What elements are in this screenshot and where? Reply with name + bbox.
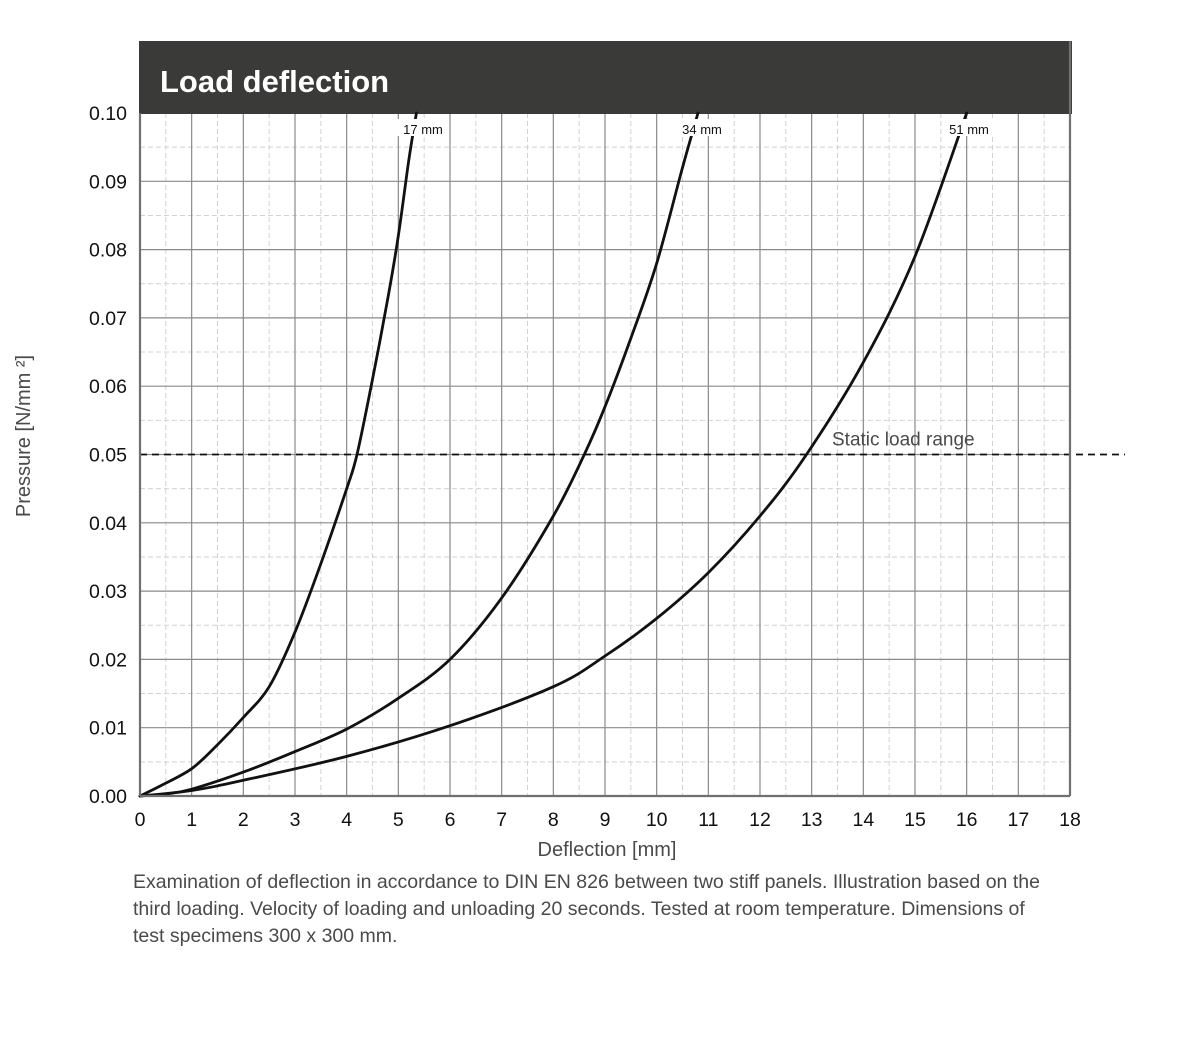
x-tick-label: 16	[956, 809, 978, 831]
x-tick-label: 7	[496, 809, 507, 831]
y-tick-label: 0.06	[89, 376, 127, 398]
y-tick-label: 0.03	[89, 581, 127, 603]
static-load-range-label: Static load range	[832, 430, 975, 451]
x-tick-label: 18	[1059, 809, 1081, 831]
series-label-bg	[943, 119, 995, 136]
series-label: 51 mm	[949, 122, 989, 137]
curve-34-mm	[138, 111, 700, 798]
x-tick-label: 12	[749, 809, 771, 831]
chart-title: Load deflection	[160, 64, 389, 99]
x-tick-label: 6	[445, 809, 456, 831]
series-label-bg	[676, 119, 728, 136]
x-tick-label: 8	[548, 809, 559, 831]
series-label: 17 mm	[403, 122, 443, 137]
y-tick-label: 0.04	[89, 513, 127, 535]
series-labels: 17 mm 34 mm 51 mm	[397, 119, 995, 137]
x-tick-label: 10	[646, 809, 668, 831]
y-tick-label: 0.10	[89, 103, 127, 125]
chart-title-bar	[139, 41, 1072, 114]
y-tick-label: 0.09	[89, 171, 127, 193]
static-load-range-group: Static load range	[140, 430, 1125, 456]
x-tick-label: 0	[135, 809, 146, 831]
y-axis-label: Pressure [N/mm ²]	[13, 355, 35, 517]
y-tick-label: 0.05	[89, 445, 127, 467]
x-tick-label: 13	[801, 809, 823, 831]
x-tick-label: 5	[393, 809, 404, 831]
curve-17-mm	[138, 111, 418, 798]
y-tick-label: 0.02	[89, 649, 127, 671]
series-label-bg	[397, 119, 449, 136]
y-tick-label: 0.01	[89, 718, 127, 740]
x-tick-label: 4	[341, 809, 352, 831]
chart-caption: Examination of deflection in accordance …	[133, 871, 1040, 947]
x-tick-label: 11	[698, 809, 718, 831]
y-tick-label: 0.08	[89, 240, 127, 262]
y-tick-label: 0.07	[89, 308, 127, 330]
curve-51-mm	[138, 111, 969, 798]
curves	[138, 111, 969, 798]
x-axis-label: Deflection [mm]	[538, 839, 677, 861]
x-tick-label: 14	[852, 809, 874, 831]
x-tick-label: 9	[600, 809, 611, 831]
series-label: 34 mm	[682, 122, 722, 137]
x-tick-label: 15	[904, 809, 926, 831]
x-tick-labels: 0 1 2 3 4 5 6 7 8 9 10 11 12 13 14 15 16 17 18	[135, 809, 1081, 831]
x-tick-label: 1	[186, 809, 197, 831]
x-tick-label: 17	[1007, 809, 1029, 831]
x-tick-label: 3	[290, 809, 301, 831]
plot-border	[138, 41, 1072, 798]
y-tick-label: 0.00	[89, 786, 127, 808]
x-tick-label: 2	[238, 809, 249, 831]
y-tick-labels: 0.00 0.01 0.02 0.03 0.04 0.05 0.06 0.07 0.08 0.09…	[89, 103, 127, 808]
